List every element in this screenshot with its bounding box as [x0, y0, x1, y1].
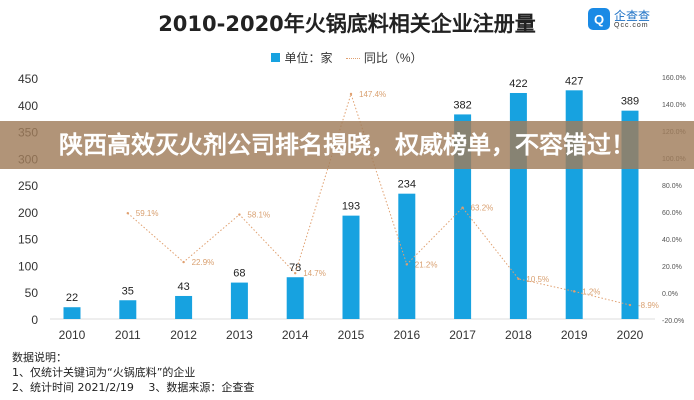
- y2-tick-label: 140.0%: [662, 102, 686, 109]
- y2-tick-label: 60.0%: [662, 210, 682, 217]
- bar-value-label: 78: [289, 262, 301, 274]
- bar-value-label: 43: [177, 281, 189, 293]
- x-tick-label: 2013: [226, 328, 253, 342]
- growth-label: 14.7%: [303, 269, 326, 278]
- y-tick-label: 400: [18, 99, 38, 113]
- note-line: 2、统计时间 2021/2/19 3、数据来源：企查查: [12, 381, 255, 394]
- bar-value-label: 389: [621, 96, 639, 108]
- legend-line-swatch: [345, 58, 360, 60]
- note-line: 1、仅统计关键词为“火锅底料”的企业: [12, 366, 196, 379]
- growth-point: [238, 213, 241, 216]
- bar-value-label: 22: [66, 292, 78, 304]
- legend-bar-swatch: [271, 53, 281, 62]
- x-tick-label: 2017: [449, 328, 476, 342]
- bar-value-label: 35: [122, 285, 134, 297]
- growth-label: 147.4%: [359, 90, 386, 99]
- y2-tick-label: -20.0%: [662, 318, 684, 325]
- y2-tick-label: 20.0%: [662, 264, 682, 271]
- bar-value-label: 422: [509, 78, 527, 90]
- growth-point: [517, 277, 520, 281]
- y-tick-label: 0: [31, 313, 38, 327]
- data-notes: 数据说明： 1、仅统计关键词为“火锅底料”的企业 2、统计时间 2021/2/1…: [12, 350, 254, 395]
- x-tick-label: 2019: [561, 328, 588, 342]
- bar: [398, 193, 416, 319]
- logo-url: Qcc.com: [614, 21, 649, 29]
- y2-tick-label: 40.0%: [662, 237, 682, 244]
- x-tick-label: 2014: [282, 328, 309, 342]
- y2-tick-label: 80.0%: [662, 183, 682, 190]
- bar: [230, 282, 248, 319]
- bar: [119, 300, 137, 319]
- growth-point: [405, 263, 408, 266]
- growth-label: 21.2%: [415, 260, 438, 269]
- legend: 单位：家 同比（%）: [0, 49, 694, 66]
- bar: [342, 215, 360, 319]
- chart-title: 2010-2020年火锅底料相关企业注册量: [158, 12, 536, 36]
- bar: [175, 295, 193, 319]
- growth-point: [294, 271, 297, 275]
- growth-label: 1.2%: [582, 287, 600, 296]
- growth-point: [628, 303, 632, 307]
- qcc-logo: Q 企查查 Qcc.com: [588, 8, 650, 30]
- growth-label: 63.2%: [471, 204, 494, 213]
- growth-label: 22.9%: [192, 258, 215, 267]
- headline-banner: 陕西高效灭火剂公司排名揭晓，权威榜单，不容错过！: [0, 121, 694, 169]
- y2-tick-label: 160.0%: [662, 75, 686, 82]
- legend-bar-label: 单位：家: [284, 51, 333, 65]
- x-tick-label: 2011: [115, 328, 141, 342]
- bar-value-label: 382: [453, 99, 471, 111]
- growth-label: -8.9%: [638, 301, 659, 310]
- growth-point: [349, 92, 353, 96]
- qcc-logo-icon: Q: [588, 8, 610, 30]
- x-tick-label: 2015: [338, 328, 365, 342]
- bar-value-label: 427: [565, 75, 583, 87]
- growth-label: 58.1%: [247, 211, 270, 220]
- x-tick-label: 2020: [617, 328, 644, 342]
- x-tick-label: 2012: [170, 328, 197, 342]
- note-line: 数据说明：: [12, 351, 67, 364]
- bar: [286, 277, 304, 319]
- bar-value-label: 193: [342, 201, 360, 213]
- growth-point: [126, 212, 129, 215]
- y2-tick-label: 0.0%: [662, 291, 678, 298]
- growth-point: [182, 260, 185, 264]
- bar-value-label: 234: [398, 179, 416, 191]
- growth-point: [573, 290, 576, 293]
- y-tick-label: 200: [18, 206, 38, 220]
- y-tick-label: 450: [18, 72, 38, 86]
- growth-label: 59.1%: [136, 209, 159, 218]
- x-tick-label: 2010: [59, 328, 86, 342]
- y-tick-label: 150: [18, 233, 38, 247]
- y-tick-label: 250: [18, 179, 38, 193]
- legend-line-label: 同比（%）: [363, 51, 423, 65]
- bar: [63, 307, 81, 319]
- y-tick-label: 50: [25, 286, 39, 300]
- x-tick-label: 2018: [505, 328, 532, 342]
- bar-value-label: 68: [233, 268, 245, 280]
- y-tick-label: 100: [18, 259, 38, 273]
- growth-label: 10.5%: [526, 275, 549, 284]
- x-tick-label: 2016: [393, 328, 420, 342]
- headline-text: 陕西高效灭火剂公司排名揭晓，权威榜单，不容错过！: [59, 131, 635, 159]
- logo-name: 企查查: [614, 8, 651, 23]
- growth-point: [461, 206, 464, 209]
